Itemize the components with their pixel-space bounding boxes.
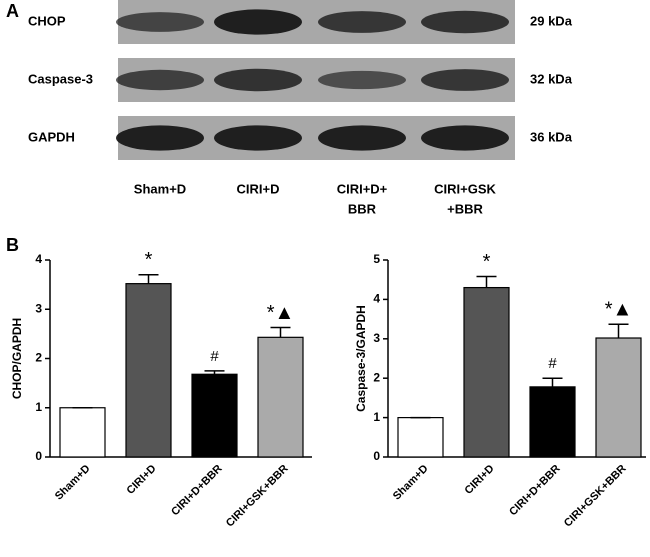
y-tick-label: 2 — [35, 351, 42, 365]
significance-mark: # — [210, 348, 219, 365]
bar — [125, 283, 172, 458]
y-tick-label: 0 — [373, 449, 380, 463]
panel-label: B — [6, 235, 19, 255]
lane-label: CIRI+GSK — [434, 181, 496, 196]
blot-band — [214, 9, 302, 35]
lane-label: +BBR — [447, 201, 483, 216]
error-bar — [608, 323, 629, 339]
lane-label: CIRI+D+ — [337, 181, 388, 196]
blot-band — [214, 68, 302, 92]
significance-mark: * — [145, 249, 153, 271]
panel-label: A — [6, 1, 19, 21]
x-tick-label: CIRI+D+BBR — [507, 463, 563, 519]
bar — [595, 337, 642, 458]
error-bar — [204, 370, 225, 375]
blot-band — [421, 69, 509, 91]
blot-row-label: GAPDH — [28, 129, 75, 144]
y-tick-label: 3 — [373, 331, 380, 345]
blot-row-label: CHOP — [28, 13, 66, 28]
y-tick-label: 1 — [373, 410, 380, 424]
significance-mark: *▲ — [605, 299, 633, 321]
y-axis-label: Caspase-3/GAPDH — [354, 305, 368, 412]
bar — [191, 373, 238, 458]
error-bar — [476, 275, 497, 288]
x-tick-label: CIRI+D+BBR — [169, 463, 225, 519]
y-tick-label: 0 — [35, 449, 42, 463]
blot-row-label: Caspase-3 — [28, 71, 93, 86]
blot-band — [318, 70, 406, 90]
error-bar — [542, 377, 563, 387]
lane-label: BBR — [348, 201, 377, 216]
y-tick-label: 4 — [35, 252, 42, 266]
significance-mark: *▲ — [267, 302, 295, 324]
significance-mark: * — [483, 251, 491, 273]
blot-band — [318, 11, 406, 33]
y-tick-label: 2 — [373, 370, 380, 384]
y-tick-label: 4 — [373, 292, 380, 306]
blot-band — [318, 125, 406, 151]
blot-band — [421, 125, 509, 151]
significance-mark: # — [548, 355, 557, 372]
x-tick-label: CIRI+GSK+BBR — [224, 463, 291, 530]
lane-label: Sham+D — [134, 181, 186, 196]
blot-size-label: 32 kDa — [530, 71, 573, 86]
blot-band — [116, 125, 204, 151]
bar — [257, 336, 304, 458]
y-tick-label: 3 — [35, 301, 42, 315]
x-tick-label: Sham+D — [53, 463, 93, 503]
blot-band — [116, 69, 204, 91]
y-tick-label: 1 — [35, 400, 42, 414]
blot-size-label: 36 kDa — [530, 129, 573, 144]
y-tick-label: 5 — [373, 252, 380, 266]
bar — [59, 407, 106, 458]
blot-band — [116, 12, 204, 32]
error-bar — [270, 326, 291, 338]
lane-label: CIRI+D — [237, 181, 280, 196]
blot-band — [214, 125, 302, 151]
blot-band — [421, 10, 509, 34]
error-bar — [138, 274, 159, 284]
blot-size-label: 29 kDa — [530, 13, 573, 28]
bar — [397, 417, 444, 458]
x-tick-label: CIRI+D — [462, 463, 496, 497]
x-tick-label: Sham+D — [391, 463, 431, 503]
x-tick-label: CIRI+D — [124, 463, 158, 497]
bar — [463, 286, 510, 458]
bar — [529, 386, 576, 458]
x-tick-label: CIRI+GSK+BBR — [562, 463, 629, 530]
y-axis-label: CHOP/GAPDH — [10, 318, 24, 399]
